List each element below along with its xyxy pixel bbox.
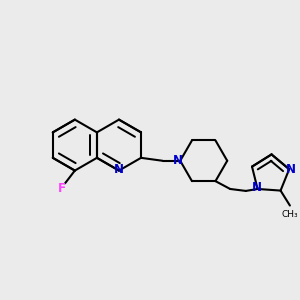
Text: CH₃: CH₃ <box>282 210 298 219</box>
Text: N: N <box>252 182 262 194</box>
Text: N: N <box>114 163 124 176</box>
Text: N: N <box>173 154 183 167</box>
Text: N: N <box>286 163 296 176</box>
Text: F: F <box>58 182 66 195</box>
